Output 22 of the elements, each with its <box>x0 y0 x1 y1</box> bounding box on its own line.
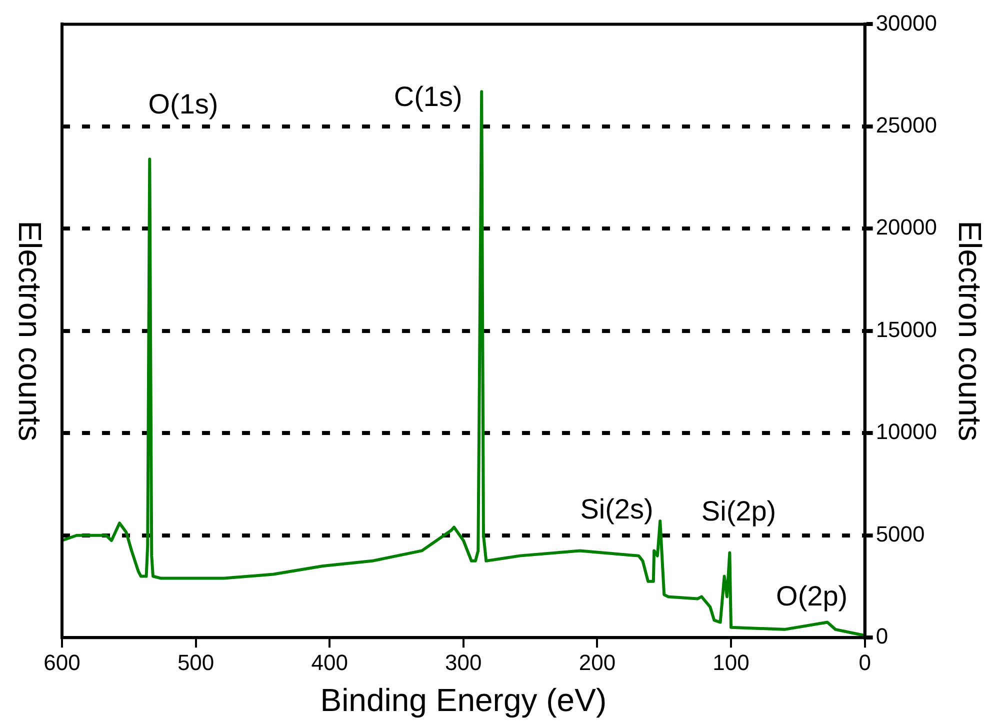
y2-tick-label: 0 <box>876 624 888 649</box>
y2-tick-label: 25000 <box>876 112 938 138</box>
x-tick-label: 600 <box>44 650 80 675</box>
x-tick-label: 200 <box>578 650 616 675</box>
y2-tick-label: 10000 <box>876 419 938 444</box>
annotation: Si(2s) <box>580 493 654 524</box>
x-tick-label: 400 <box>311 650 348 675</box>
x-tick-label: 100 <box>712 650 750 675</box>
y2-axis-title: Electron counts <box>952 220 988 442</box>
annotation: Si(2p) <box>701 495 776 526</box>
y2-tick-label: 5000 <box>876 521 925 546</box>
x-tick-label: 0 <box>858 650 871 675</box>
y2-tick-label: 20000 <box>876 214 938 240</box>
y2-tick-label: 15000 <box>876 316 938 342</box>
x-axis-title: Binding Energy (eV) <box>320 682 607 718</box>
annotation: C(1s) <box>394 81 462 112</box>
annotation: O(1s) <box>148 88 218 120</box>
annotation: O(2p) <box>776 580 848 612</box>
x-tick-label: 300 <box>445 650 482 675</box>
y2-tick-label: 30000 <box>876 10 938 36</box>
y-axis-title: Electron counts <box>12 220 48 442</box>
x-tick-label: 500 <box>177 650 214 675</box>
